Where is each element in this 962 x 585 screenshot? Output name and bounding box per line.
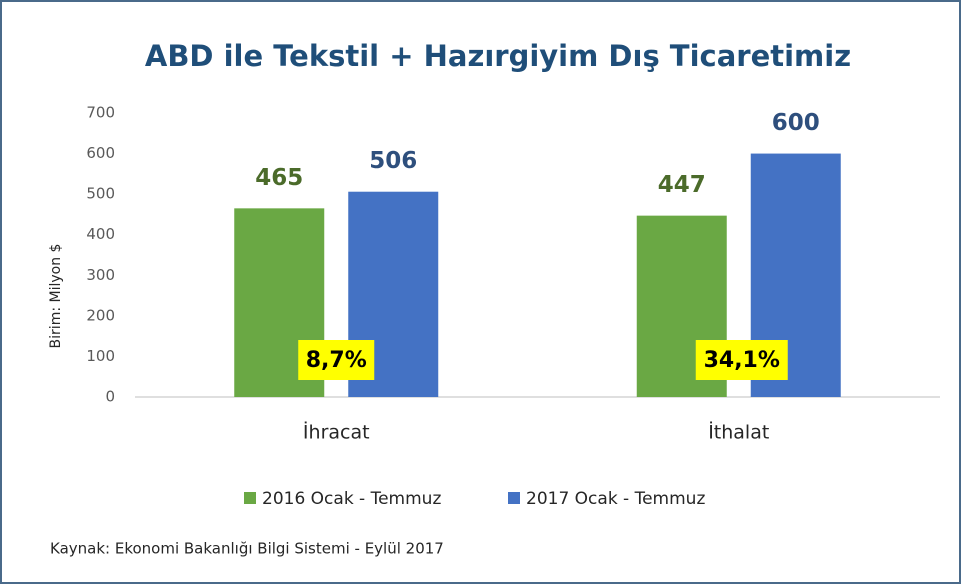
legend-label: 2016 Ocak - Temmuz [262, 489, 441, 509]
data-label: 600 [772, 110, 820, 136]
y-tick-label: 100 [86, 347, 115, 365]
data-label: 465 [255, 165, 303, 191]
x-tick-label: İhracat [303, 421, 370, 444]
y-tick-label: 500 [86, 185, 115, 203]
source-note: Kaynak: Ekonomi Bakanlığı Bilgi Sistemi … [50, 540, 444, 558]
data-label: 506 [369, 148, 417, 174]
y-tick-label: 600 [86, 144, 115, 162]
annotation-box [298, 340, 375, 380]
y-axis-label: Birim: Milyon $ [48, 244, 64, 349]
x-tick-label: İthalat [708, 421, 769, 444]
y-tick-label: 300 [86, 266, 115, 284]
data-label: 447 [658, 172, 706, 198]
legend-swatch [244, 492, 256, 504]
legend-swatch [508, 492, 520, 504]
y-tick-label: 200 [86, 306, 115, 324]
annotation: 34,1% [704, 348, 780, 373]
legend-label: 2017 Ocak - Temmuz [526, 489, 705, 509]
annotation: 8,7% [306, 348, 367, 373]
y-tick-label: 700 [86, 104, 115, 122]
y-tick-label: 0 [105, 388, 115, 406]
annotation-box [695, 340, 788, 380]
chart-title: ABD ile Tekstil + Hazırgiyim Dış Ticaret… [145, 39, 851, 73]
y-tick-label: 400 [86, 225, 115, 243]
